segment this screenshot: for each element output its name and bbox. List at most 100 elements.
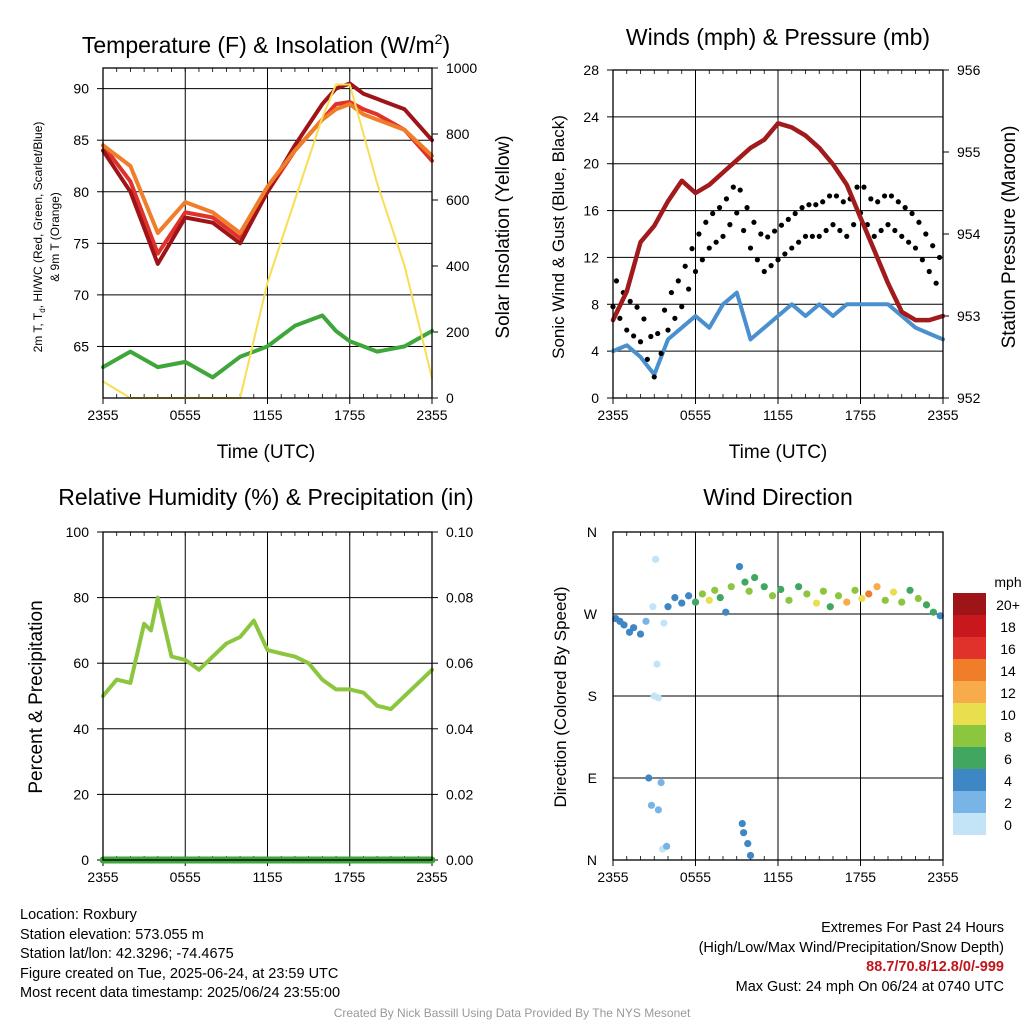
wind-y2tick-label: 953 bbox=[957, 308, 981, 324]
temp-xlabel: Time (UTC) bbox=[217, 442, 316, 463]
gust-point bbox=[923, 231, 929, 237]
gust-point bbox=[668, 289, 675, 296]
temp-ytick-label: 70 bbox=[73, 287, 89, 303]
wind-title: Winds (mph) & Pressure (mb) bbox=[626, 24, 930, 50]
temp-xtick-label: 0555 bbox=[170, 407, 201, 423]
temp-ylabel-right: Solar Insolation (Yellow) bbox=[493, 135, 514, 338]
direction-point bbox=[785, 596, 793, 604]
gust-point bbox=[686, 286, 692, 292]
dir-ytick-label: N bbox=[587, 524, 597, 540]
rh-title: Relative Humidity (%) & Precipitation (i… bbox=[58, 484, 473, 510]
legend-label: 0 bbox=[1004, 817, 1012, 833]
legend-swatch bbox=[953, 659, 986, 681]
gust-point bbox=[651, 374, 657, 380]
gust-point bbox=[840, 199, 846, 205]
gust-point bbox=[820, 199, 826, 205]
direction-point bbox=[745, 587, 753, 595]
direction-point bbox=[625, 628, 634, 636]
rh-ytick-label: 60 bbox=[73, 655, 89, 671]
rh-y2tick-label: 0.06 bbox=[446, 655, 473, 671]
direction-point bbox=[873, 583, 881, 591]
gust-point bbox=[710, 210, 716, 217]
gust-point bbox=[775, 257, 781, 263]
gust-point bbox=[878, 227, 884, 234]
gust-point bbox=[806, 202, 812, 208]
gust-point bbox=[892, 227, 898, 234]
credit-text: Created By Nick Bassill Using Data Provi… bbox=[333, 1006, 691, 1020]
latlon-text: Station lat/lon: 42.3296; -74.4675 bbox=[20, 946, 234, 962]
direction-point bbox=[671, 594, 679, 602]
direction-point bbox=[826, 603, 834, 611]
direction-point bbox=[898, 598, 906, 606]
dir-title: Wind Direction bbox=[703, 484, 853, 510]
direction-point bbox=[843, 598, 851, 606]
gust-point bbox=[637, 339, 644, 345]
gust-point bbox=[906, 239, 912, 245]
wind-ytick-label: 8 bbox=[591, 296, 599, 312]
gust-point bbox=[627, 298, 633, 304]
gust-point bbox=[716, 205, 723, 211]
dir-xtick-label: 1755 bbox=[845, 869, 876, 885]
rh-ylabel-left: Percent & Precipitation bbox=[26, 600, 47, 793]
dir-ytick-label: W bbox=[584, 606, 598, 622]
rh-ytick-label: 20 bbox=[73, 786, 89, 802]
dir-ytick-label: S bbox=[588, 688, 597, 704]
gust-point bbox=[734, 210, 740, 216]
gust-point bbox=[720, 233, 726, 239]
location-text: Location: Roxbury bbox=[20, 907, 137, 923]
gust-point bbox=[833, 193, 840, 199]
dir-frame bbox=[612, 531, 944, 861]
gust-point bbox=[936, 254, 943, 261]
temp-xtick-label: 1155 bbox=[252, 407, 282, 423]
gust-point bbox=[933, 280, 939, 286]
temp-y2tick-label: 200 bbox=[446, 324, 470, 340]
legend-label: 2 bbox=[1004, 795, 1012, 811]
direction-point bbox=[741, 578, 749, 586]
gust-point bbox=[747, 245, 754, 251]
direction-point bbox=[678, 599, 686, 607]
gust-point bbox=[885, 222, 891, 228]
gust-point bbox=[871, 233, 877, 239]
wind-y2tick-label: 955 bbox=[957, 144, 981, 160]
rh-ytick-label: 80 bbox=[73, 590, 89, 606]
legend-swatch bbox=[953, 593, 986, 615]
gust-point bbox=[696, 231, 702, 237]
rh-xtick-label: 2355 bbox=[87, 869, 118, 885]
wind-xtick-label: 0555 bbox=[680, 407, 711, 423]
direction-point bbox=[645, 774, 653, 782]
gust-point bbox=[613, 278, 620, 284]
gust-point bbox=[851, 222, 857, 228]
gust-point bbox=[909, 210, 915, 217]
dir-ytick-label: N bbox=[587, 852, 597, 868]
legend-label: 6 bbox=[1004, 751, 1012, 767]
gust-point bbox=[744, 205, 750, 211]
legend-swatch bbox=[953, 725, 986, 747]
dir-plot: 2355 0555 1155 1755 2355NESWN20+181614121086… bbox=[584, 524, 1020, 885]
gust-point bbox=[888, 193, 895, 199]
direction-point bbox=[722, 608, 730, 616]
gust-point bbox=[809, 233, 815, 239]
direction-point bbox=[922, 601, 931, 609]
gust-point bbox=[672, 315, 678, 321]
direction-point bbox=[653, 660, 661, 668]
direction-point bbox=[727, 583, 735, 591]
direction-point bbox=[889, 588, 898, 596]
direction-point bbox=[751, 573, 759, 582]
gust-point bbox=[778, 222, 785, 228]
created-text: Figure created on Tue, 2025-06-24, at 23… bbox=[20, 965, 339, 982]
gust-point bbox=[765, 234, 771, 240]
gust-point bbox=[830, 222, 836, 228]
legend-swatch bbox=[953, 637, 986, 659]
wind-ytick-label: 20 bbox=[583, 156, 599, 172]
temp-ylabel-left-line2: & 9m T (Orange) bbox=[48, 192, 62, 282]
direction-point bbox=[642, 617, 650, 625]
rh-ytick-label: 40 bbox=[73, 721, 89, 737]
rh-frame bbox=[102, 531, 433, 861]
temp-xtick-label: 1755 bbox=[334, 407, 365, 423]
station-info: Location: Roxbury Station elevation: 573… bbox=[20, 906, 340, 1004]
gust-point bbox=[895, 199, 901, 205]
gust-point bbox=[706, 245, 712, 251]
temp-y2tick-label: 600 bbox=[446, 192, 470, 208]
rh-y2tick-label: 0.02 bbox=[446, 786, 473, 802]
rh-xtick-label: 0555 bbox=[170, 869, 201, 885]
